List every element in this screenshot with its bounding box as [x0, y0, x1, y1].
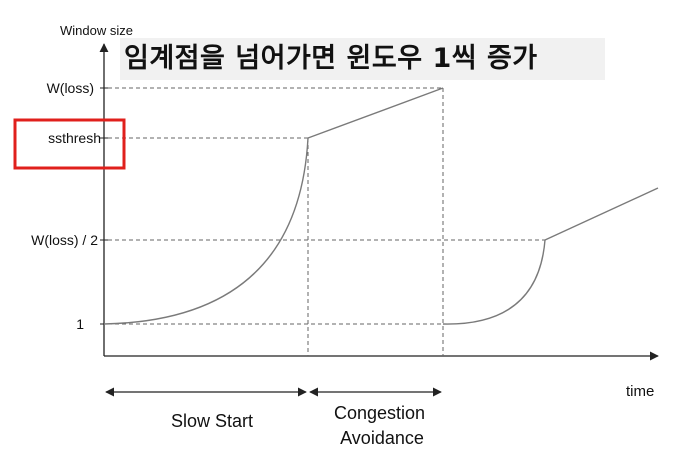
tick-label-half-wloss: W(loss) / 2 [31, 232, 98, 248]
ssthresh-highlight-box [13, 118, 126, 170]
window-curve [103, 87, 659, 325]
tick-label-one: 1 [76, 316, 84, 332]
annotation-caption: 임계점을 넘어가면 윈도우 1씩 증가 [124, 43, 538, 74]
post-loss-slow-start-curve [442, 239, 546, 325]
phase-label-congestion-line1: Congestion [334, 403, 425, 423]
caption-background [120, 38, 605, 80]
congestion-avoidance-line [307, 87, 444, 139]
tick-label-ssthresh: ssthresh [48, 130, 101, 146]
phase-label-congestion-avoidance: Congestion Avoidance [334, 403, 430, 448]
y-axis-label: Window size [60, 23, 133, 38]
slow-start-curve [103, 137, 309, 325]
phase-label-congestion-line2: Avoidance [340, 428, 424, 448]
tick-label-wloss: W(loss) [47, 80, 94, 96]
phase-label-slow-start: Slow Start [171, 411, 253, 431]
guide-lines [108, 87, 545, 356]
post-loss-avoidance-line [544, 187, 659, 241]
x-axis-label: time [626, 383, 654, 400]
